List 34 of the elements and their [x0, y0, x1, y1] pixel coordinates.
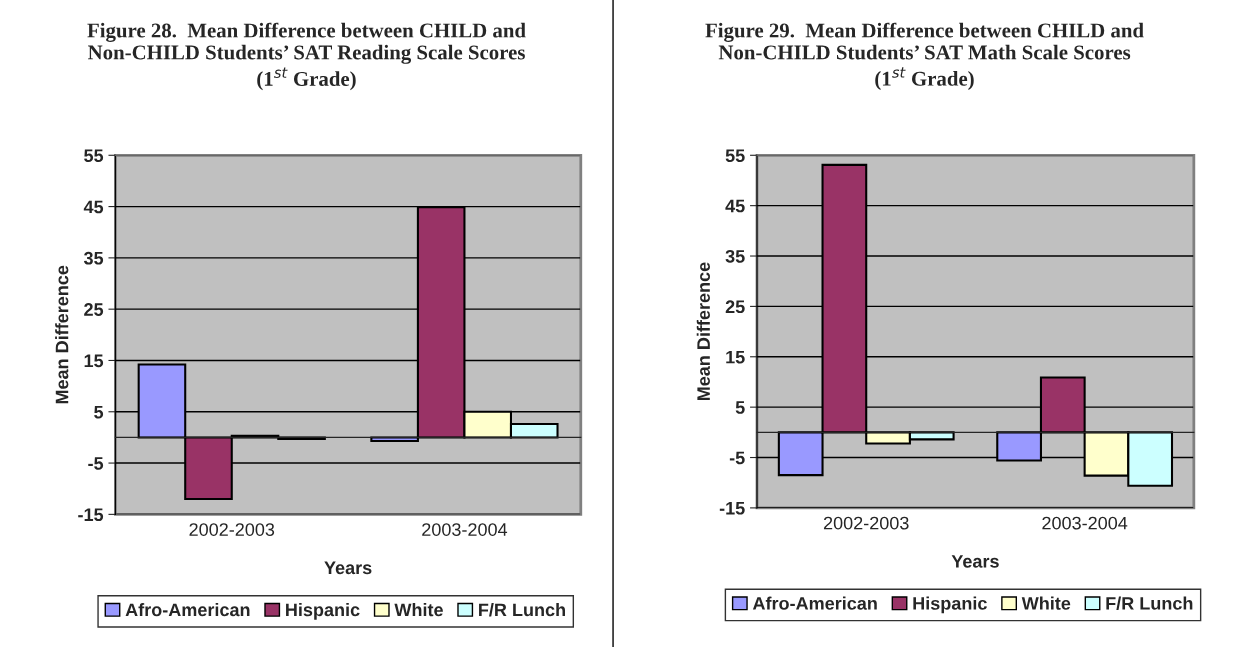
y-tick-label: 45 — [725, 199, 745, 213]
chart-title: Figure 28. Mean Difference between CHILD and Non-CHILD Students’ SAT Reading Scale Scores (1$^{st}$ Grade) — [87, 22, 526, 91]
y-tick-label: -15 — [78, 508, 104, 522]
y-tick-label: 45 — [83, 200, 104, 214]
legend-label: White — [1021, 596, 1071, 610]
legend-label: White — [394, 603, 443, 617]
y-tick-label: 5 — [94, 405, 104, 419]
y-tick-label: -15 — [719, 502, 745, 515]
x-tick-label: 2003-2004 — [422, 523, 508, 536]
y-tick-label: 35 — [725, 249, 745, 263]
x-tick-label: 2002-2003 — [189, 523, 275, 536]
x-axis-title: Years — [951, 555, 999, 568]
y-tick-label: 35 — [83, 251, 104, 265]
y-tick-label: 25 — [725, 300, 745, 314]
x-tick-label: 2002-2003 — [823, 516, 909, 530]
y-axis-title: Mean Difference — [55, 265, 69, 404]
legend-label: Hispanic — [913, 596, 987, 614]
x-tick-label: 2003-2004 — [1042, 516, 1128, 530]
y-tick-label: 25 — [84, 303, 104, 316]
y-tick-label: 55 — [84, 149, 104, 162]
legend-label: Hispanic — [286, 603, 360, 620]
y-tick-label: 15 — [84, 354, 104, 368]
x-axis-title: Years — [324, 561, 372, 575]
legend-label: F/R Lunch — [1106, 596, 1193, 610]
y-tick-label: 5 — [735, 401, 745, 414]
y-tick-label: 15 — [726, 350, 745, 364]
y-axis-title: Mean Difference — [696, 262, 710, 401]
y-tick-label: 55 — [725, 149, 745, 162]
legend-label: Afro-American — [752, 596, 877, 610]
chart-title: Figure 29. Mean Difference between CHILD and Non-CHILD Students’ SAT Math Scale Scores (1$^{st}$ Grade) — [705, 22, 1144, 91]
legend-label: Afro-American — [125, 603, 250, 617]
y-tick-label: -5 — [88, 457, 104, 470]
legend-label: F/R Lunch — [479, 603, 565, 617]
y-tick-label: -5 — [729, 451, 745, 465]
